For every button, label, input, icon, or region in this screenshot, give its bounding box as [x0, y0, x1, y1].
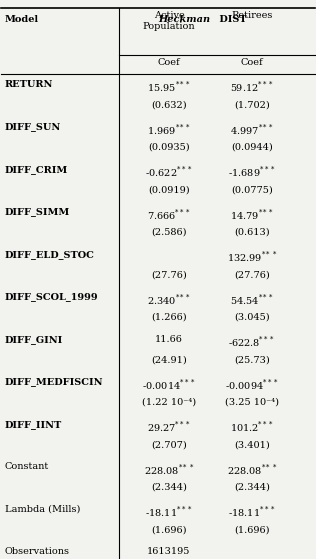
Text: (0.0935): (0.0935) — [148, 143, 190, 151]
Text: Coef: Coef — [241, 58, 263, 67]
Text: Coef: Coef — [158, 58, 180, 67]
Text: Constant: Constant — [4, 462, 49, 471]
Text: DIFF_SCOL_1999: DIFF_SCOL_1999 — [4, 292, 98, 301]
Text: (0.632): (0.632) — [151, 100, 187, 109]
Text: -622.8$^{\mathregular{***}}$: -622.8$^{\mathregular{***}}$ — [228, 335, 276, 350]
Text: (1.696): (1.696) — [234, 525, 270, 534]
Text: (2.586): (2.586) — [151, 228, 187, 236]
Text: Retirees: Retirees — [231, 11, 273, 20]
Text: -18.11$^{\mathregular{***}}$: -18.11$^{\mathregular{***}}$ — [228, 505, 276, 520]
Text: (24.91): (24.91) — [151, 355, 187, 364]
Text: (25.73): (25.73) — [234, 355, 270, 364]
Text: 228.08$^{\mathregular{***}}$: 228.08$^{\mathregular{***}}$ — [144, 462, 194, 477]
Text: 228.08$^{\mathregular{***}}$: 228.08$^{\mathregular{***}}$ — [227, 462, 277, 477]
Text: Model: Model — [4, 15, 39, 23]
Text: 54.54$^{\mathregular{***}}$: 54.54$^{\mathregular{***}}$ — [230, 292, 274, 307]
Text: (3.045): (3.045) — [234, 312, 270, 321]
Text: (27.76): (27.76) — [234, 270, 270, 279]
Text: DIFF_GINI: DIFF_GINI — [4, 335, 63, 344]
Text: Active
Population: Active Population — [143, 11, 195, 31]
Text: DIST: DIST — [216, 15, 246, 23]
Text: DIFF_SIMM: DIFF_SIMM — [4, 207, 70, 216]
Text: DIFF_ELD_STOC: DIFF_ELD_STOC — [4, 250, 94, 259]
Text: 7.666$^{\mathregular{***}}$: 7.666$^{\mathregular{***}}$ — [147, 207, 191, 222]
Text: -18.11$^{\mathregular{***}}$: -18.11$^{\mathregular{***}}$ — [145, 505, 193, 520]
Text: 101.2$^{\mathregular{***}}$: 101.2$^{\mathregular{***}}$ — [230, 420, 274, 435]
Text: 11.66: 11.66 — [155, 335, 183, 344]
Text: (0.613): (0.613) — [234, 228, 270, 236]
Text: (0.0919): (0.0919) — [148, 185, 190, 194]
Text: -0.0094$^{\mathregular{***}}$: -0.0094$^{\mathregular{***}}$ — [225, 377, 279, 392]
Text: 132.99$^{\mathregular{***}}$: 132.99$^{\mathregular{***}}$ — [227, 250, 277, 265]
Text: (1.696): (1.696) — [151, 525, 187, 534]
Text: 59.12$^{\mathregular{***}}$: 59.12$^{\mathregular{***}}$ — [230, 80, 274, 95]
Text: -1.689$^{\mathregular{***}}$: -1.689$^{\mathregular{***}}$ — [228, 165, 276, 180]
Text: (2.707): (2.707) — [151, 440, 187, 449]
Text: Observations: Observations — [4, 547, 70, 556]
Text: 14.79$^{\mathregular{***}}$: 14.79$^{\mathregular{***}}$ — [230, 207, 274, 222]
Text: 29.27$^{\mathregular{***}}$: 29.27$^{\mathregular{***}}$ — [147, 420, 191, 435]
Text: (3.25 10⁻⁴): (3.25 10⁻⁴) — [225, 397, 279, 407]
Text: -0.0014$^{\mathregular{***}}$: -0.0014$^{\mathregular{***}}$ — [142, 377, 196, 392]
Text: DIFF_MEDFISCIN: DIFF_MEDFISCIN — [4, 377, 103, 386]
Text: (27.76): (27.76) — [151, 270, 187, 279]
Text: (2.344): (2.344) — [234, 482, 270, 492]
Text: Heckman: Heckman — [158, 15, 210, 23]
Text: (0.0775): (0.0775) — [231, 185, 273, 194]
Text: 1.969$^{\mathregular{***}}$: 1.969$^{\mathregular{***}}$ — [147, 122, 191, 138]
Text: (2.344): (2.344) — [151, 482, 187, 492]
Text: 2.340$^{\mathregular{***}}$: 2.340$^{\mathregular{***}}$ — [147, 292, 191, 307]
Text: DIFF_CRIM: DIFF_CRIM — [4, 165, 68, 174]
Text: 4.997$^{\mathregular{***}}$: 4.997$^{\mathregular{***}}$ — [230, 122, 274, 138]
Text: (3.401): (3.401) — [234, 440, 270, 449]
Text: Lambda (Mills): Lambda (Mills) — [4, 505, 80, 514]
Text: (1.22 10⁻⁴): (1.22 10⁻⁴) — [142, 397, 196, 407]
Text: (1.266): (1.266) — [151, 312, 187, 321]
Text: -0.622$^{\mathregular{***}}$: -0.622$^{\mathregular{***}}$ — [145, 165, 193, 180]
Text: DIFF_SUN: DIFF_SUN — [4, 122, 61, 131]
Text: (1.702): (1.702) — [234, 100, 270, 109]
Text: 15.95$^{\mathregular{***}}$: 15.95$^{\mathregular{***}}$ — [147, 80, 191, 95]
Text: RETURN: RETURN — [4, 80, 53, 89]
Text: (0.0944): (0.0944) — [231, 143, 273, 151]
Text: DIFF_IINT: DIFF_IINT — [4, 420, 62, 429]
Text: 1613195: 1613195 — [147, 547, 191, 556]
